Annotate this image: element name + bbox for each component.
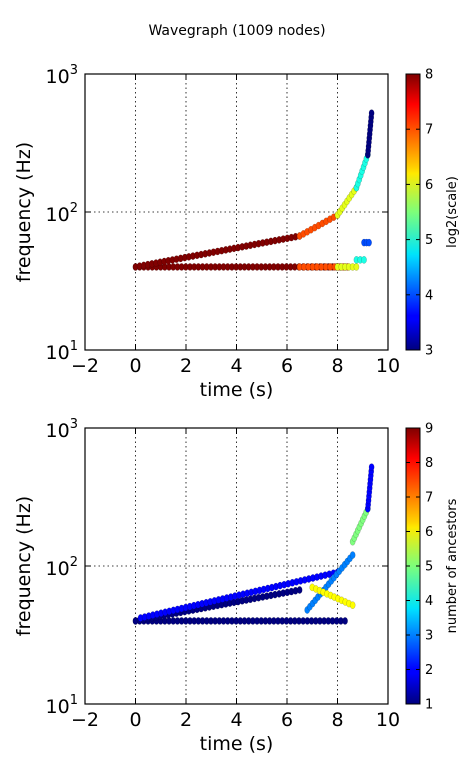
colorbar-bottom: 1 2 3 4 5 6 7 8 9 number of ancestors <box>405 422 460 713</box>
colorbar-tick-label: 3 <box>425 629 433 644</box>
y-tick-label: 103 <box>46 417 78 442</box>
colorbar-tick-label: 5 <box>425 233 433 248</box>
chart-bottom: −2 0 2 4 6 8 10 101 102 103 time (s) fre… <box>13 417 460 755</box>
x-tick-label: 6 <box>281 355 293 377</box>
chart-top: −2 0 2 4 6 8 10 101 102 103 time (s) fre… <box>13 63 460 401</box>
y-axis-label-top: frequency (Hz) <box>13 142 35 282</box>
y-tick-label: 102 <box>46 201 78 226</box>
colorbar-tick-label: 7 <box>425 491 433 506</box>
colorbar-top: 3 4 5 6 7 8 log2(scale) <box>405 68 460 359</box>
scatter-point <box>368 463 375 471</box>
scatter-point <box>366 238 372 247</box>
y-tick-labels-top: 101 102 103 <box>46 63 78 364</box>
colorbar-tick-label: 8 <box>425 456 433 471</box>
grid-bottom <box>85 428 388 704</box>
y-tick-label: 101 <box>46 339 78 364</box>
x-tick-label: 0 <box>129 355 141 377</box>
scatter-points-bottom <box>132 463 375 625</box>
colorbar-ticks-bottom: 1 2 3 4 5 6 7 8 9 <box>406 422 433 713</box>
x-tick-label: 8 <box>331 355 343 377</box>
scatter-point <box>296 586 303 594</box>
colorbar-ticks-top: 3 4 5 6 7 8 <box>406 68 433 359</box>
x-tick-label: 10 <box>376 709 400 731</box>
colorbar-tick-label: 4 <box>425 288 433 303</box>
tick-marks-bottom <box>85 428 388 704</box>
y-tick-label: 101 <box>46 693 78 718</box>
figure-title: Wavegraph (1009 nodes) <box>148 23 325 39</box>
x-tick-label: 2 <box>180 709 192 731</box>
colorbar-tick-label: 6 <box>425 178 433 193</box>
scatter-point <box>349 601 356 609</box>
colorbar-tick-label: 9 <box>425 422 433 437</box>
x-tick-labels-top: −2 0 2 4 6 8 10 <box>71 355 400 377</box>
colorbar-tick-label: 2 <box>425 663 433 678</box>
colorbar-tick-label: 4 <box>425 594 433 609</box>
x-tick-label: 4 <box>230 709 242 731</box>
x-tick-label: 0 <box>129 709 141 731</box>
tick-marks-top <box>85 74 388 350</box>
colorbar-tick-label: 8 <box>425 68 433 83</box>
scatter-point <box>368 109 375 117</box>
x-tick-label: 10 <box>376 355 400 377</box>
colorbar-label-top: log2(scale) <box>445 176 460 248</box>
colorbar-tick-label: 6 <box>425 525 433 540</box>
x-tick-label: 2 <box>180 355 192 377</box>
colorbar-tick-label: 5 <box>425 560 433 575</box>
scatter-points-top <box>132 109 375 271</box>
scatter-point <box>361 256 367 264</box>
y-tick-label: 103 <box>46 63 78 88</box>
colorbar-tick-label: 7 <box>425 123 433 138</box>
scatter-point <box>342 617 348 625</box>
x-axis-label-top: time (s) <box>200 379 274 401</box>
x-tick-label: 4 <box>230 355 242 377</box>
x-tick-label: −2 <box>71 709 99 731</box>
y-tick-labels-bottom: 101 102 103 <box>46 417 78 718</box>
colorbar-label-bottom: number of ancestors <box>445 498 460 633</box>
y-axis-label-bottom: frequency (Hz) <box>13 496 35 636</box>
scatter-point <box>349 551 356 559</box>
y-tick-label: 102 <box>46 555 78 580</box>
scatter-point <box>353 263 360 271</box>
x-axis-label-bottom: time (s) <box>200 733 274 755</box>
x-tick-labels-bottom: −2 0 2 4 6 8 10 <box>71 709 400 731</box>
colorbar-tick-label: 1 <box>425 698 433 713</box>
colorbar-tick-label: 3 <box>425 344 433 359</box>
x-tick-label: 6 <box>281 709 293 731</box>
x-tick-label: 8 <box>331 709 343 731</box>
x-tick-label: −2 <box>71 355 99 377</box>
colorbar-gradient-top <box>405 73 421 351</box>
